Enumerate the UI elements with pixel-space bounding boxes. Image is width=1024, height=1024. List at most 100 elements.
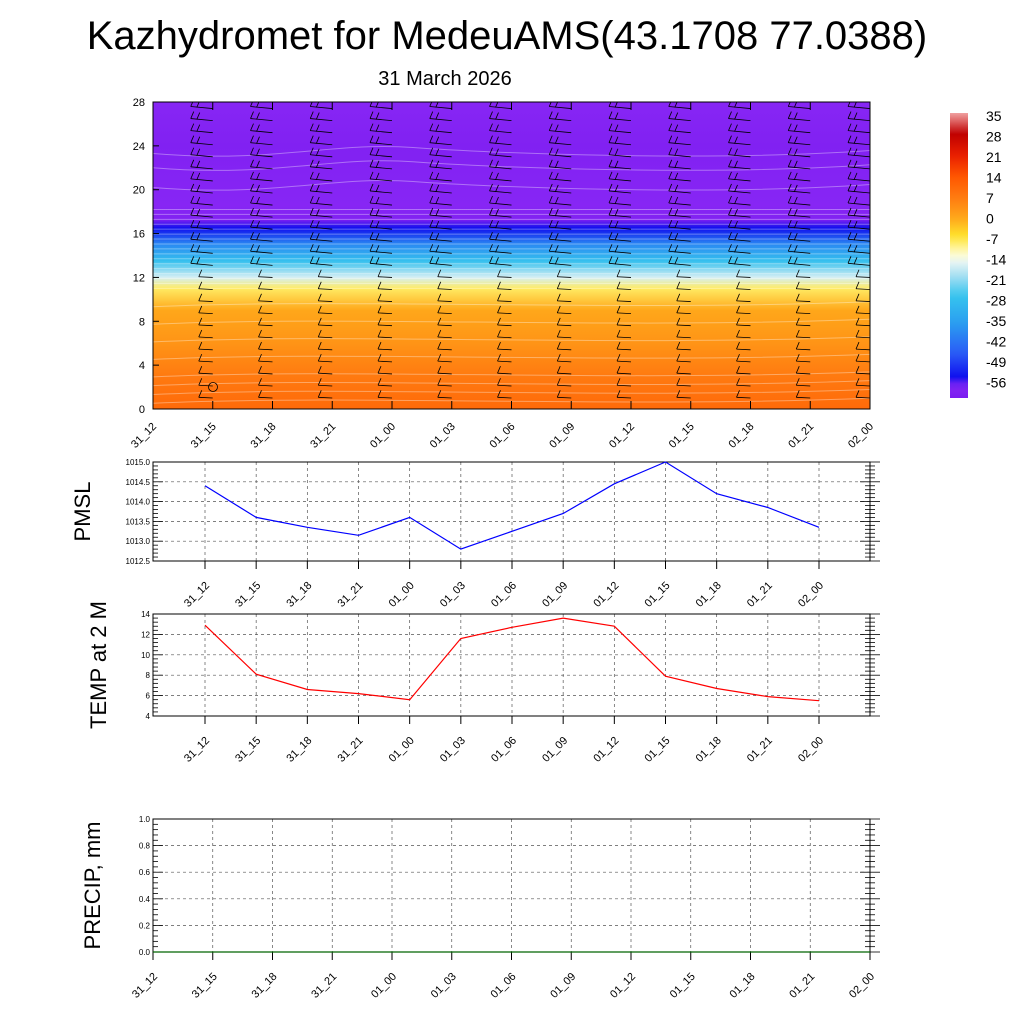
wind-barb-flag: [489, 232, 493, 240]
wind-barb-flag: [435, 208, 440, 217]
wind-barb-flag: [377, 305, 382, 314]
wind-barb: [369, 226, 393, 230]
wind-barb-flag: [377, 378, 382, 386]
wind-barb-flag: [855, 317, 860, 326]
wind-barb-flag: [616, 329, 621, 338]
y-tick-label: 28: [133, 97, 145, 109]
wind-barb-flag: [315, 208, 320, 217]
wind-barb-flag: [614, 245, 619, 253]
wind-barb: [250, 214, 273, 218]
wind-barb-flag: [556, 353, 561, 362]
contour-line: [153, 380, 870, 387]
wind-barb: [855, 276, 870, 278]
grid: [153, 613, 870, 717]
wind-barb: [190, 130, 213, 134]
wind-barb-flag: [137, 113, 140, 120]
wind-barb: [198, 384, 213, 387]
wind-barb: [616, 360, 632, 363]
wind-barb-flag: [315, 136, 320, 144]
wind-barb-flag: [375, 148, 380, 156]
wind-barb: [429, 106, 452, 109]
wind-barb-flag: [429, 147, 434, 155]
wind-barb-flag: [375, 124, 380, 132]
wind-barb: [788, 130, 811, 134]
wind-barb-flag: [137, 221, 140, 228]
wind-barb-flag: [787, 256, 792, 264]
wind-barb: [676, 312, 691, 315]
wind-barb-flag: [787, 219, 792, 228]
wind-barb-flag: [437, 317, 442, 326]
wind-barb-flag: [847, 232, 852, 240]
wind-barb: [377, 348, 393, 351]
wind-barb-flag: [369, 123, 374, 131]
wind-barb-flag: [614, 196, 619, 205]
wind-barb-flag: [137, 257, 140, 264]
wind-barb-flag: [256, 148, 260, 156]
wind-barb-flag: [608, 219, 613, 228]
wind-barb-flag: [495, 102, 499, 108]
wind-barb-flag: [377, 341, 382, 350]
wind-barb: [847, 238, 870, 242]
wind-barb: [377, 312, 393, 315]
wind-barb: [429, 226, 452, 230]
wind-barb-flag: [793, 196, 798, 205]
wind-barb: [250, 106, 273, 109]
x-tick-label: 31_18: [284, 580, 314, 610]
wind-barb: [369, 106, 393, 109]
wind-barb-flag: [190, 207, 195, 216]
wind-barb-flag: [668, 135, 673, 143]
wind-barb: [668, 130, 691, 134]
y-tick-label: 1012.5: [126, 557, 151, 566]
wind-barb-flag: [736, 305, 740, 314]
wind-barb-flag: [847, 102, 851, 107]
wind-barb-flag: [614, 220, 619, 229]
wind-barb: [250, 130, 273, 134]
x-tick-label: 31_21: [309, 971, 339, 1001]
wind-barb-flag: [793, 208, 798, 217]
wind-barb-flag: [676, 366, 681, 374]
wind-barb: [153, 168, 154, 169]
wind-barb: [557, 336, 572, 339]
wind-barb: [153, 301, 154, 302]
wind-barb-flag: [131, 124, 134, 131]
wind-barb-flag: [369, 232, 374, 240]
wind-barb: [855, 336, 870, 339]
wind-barb: [796, 348, 811, 351]
wind-barb-flag: [616, 293, 621, 302]
wind-barb-flag: [196, 136, 201, 144]
calm-wind-marker: [208, 382, 218, 392]
wind-barb: [153, 156, 154, 157]
wind-barb: [855, 324, 870, 327]
wind-barb-flag: [676, 293, 681, 302]
wind-barb: [736, 372, 751, 375]
wind-barb: [847, 202, 870, 206]
x-tick-label: 01_21: [745, 580, 775, 610]
wind-barb: [549, 142, 572, 146]
wind-barb-flag: [317, 341, 322, 350]
wind-barb-flag: [556, 341, 561, 350]
wind-barb: [788, 226, 811, 230]
wind-barb: [608, 262, 632, 266]
wind-barb: [437, 312, 452, 315]
wind-barb: [250, 166, 273, 170]
wind-barb: [788, 214, 811, 218]
wind-barb-flag: [495, 112, 499, 120]
x-tick-label: 01_21: [786, 421, 816, 451]
wind-barb: [497, 300, 512, 302]
wind-barb-flag: [734, 208, 738, 217]
wind-barb-flag: [489, 102, 492, 107]
wind-barb-flag: [190, 102, 194, 107]
wind-barb: [788, 154, 811, 158]
wind-barb-flag: [556, 317, 561, 326]
wind-barb: [377, 372, 393, 375]
wind-barb-flag: [614, 112, 619, 120]
wind-barb-flag: [198, 317, 203, 326]
wind-barb-flag: [548, 219, 553, 228]
wind-barb-flag: [317, 317, 322, 326]
wind-barb-flag: [728, 171, 732, 180]
wind-barb-flag: [608, 102, 612, 107]
wind-barb-flag: [795, 366, 800, 374]
wind-barb-flag: [668, 232, 673, 240]
wind-barb-flag: [489, 207, 493, 216]
wind-barb: [736, 396, 751, 399]
